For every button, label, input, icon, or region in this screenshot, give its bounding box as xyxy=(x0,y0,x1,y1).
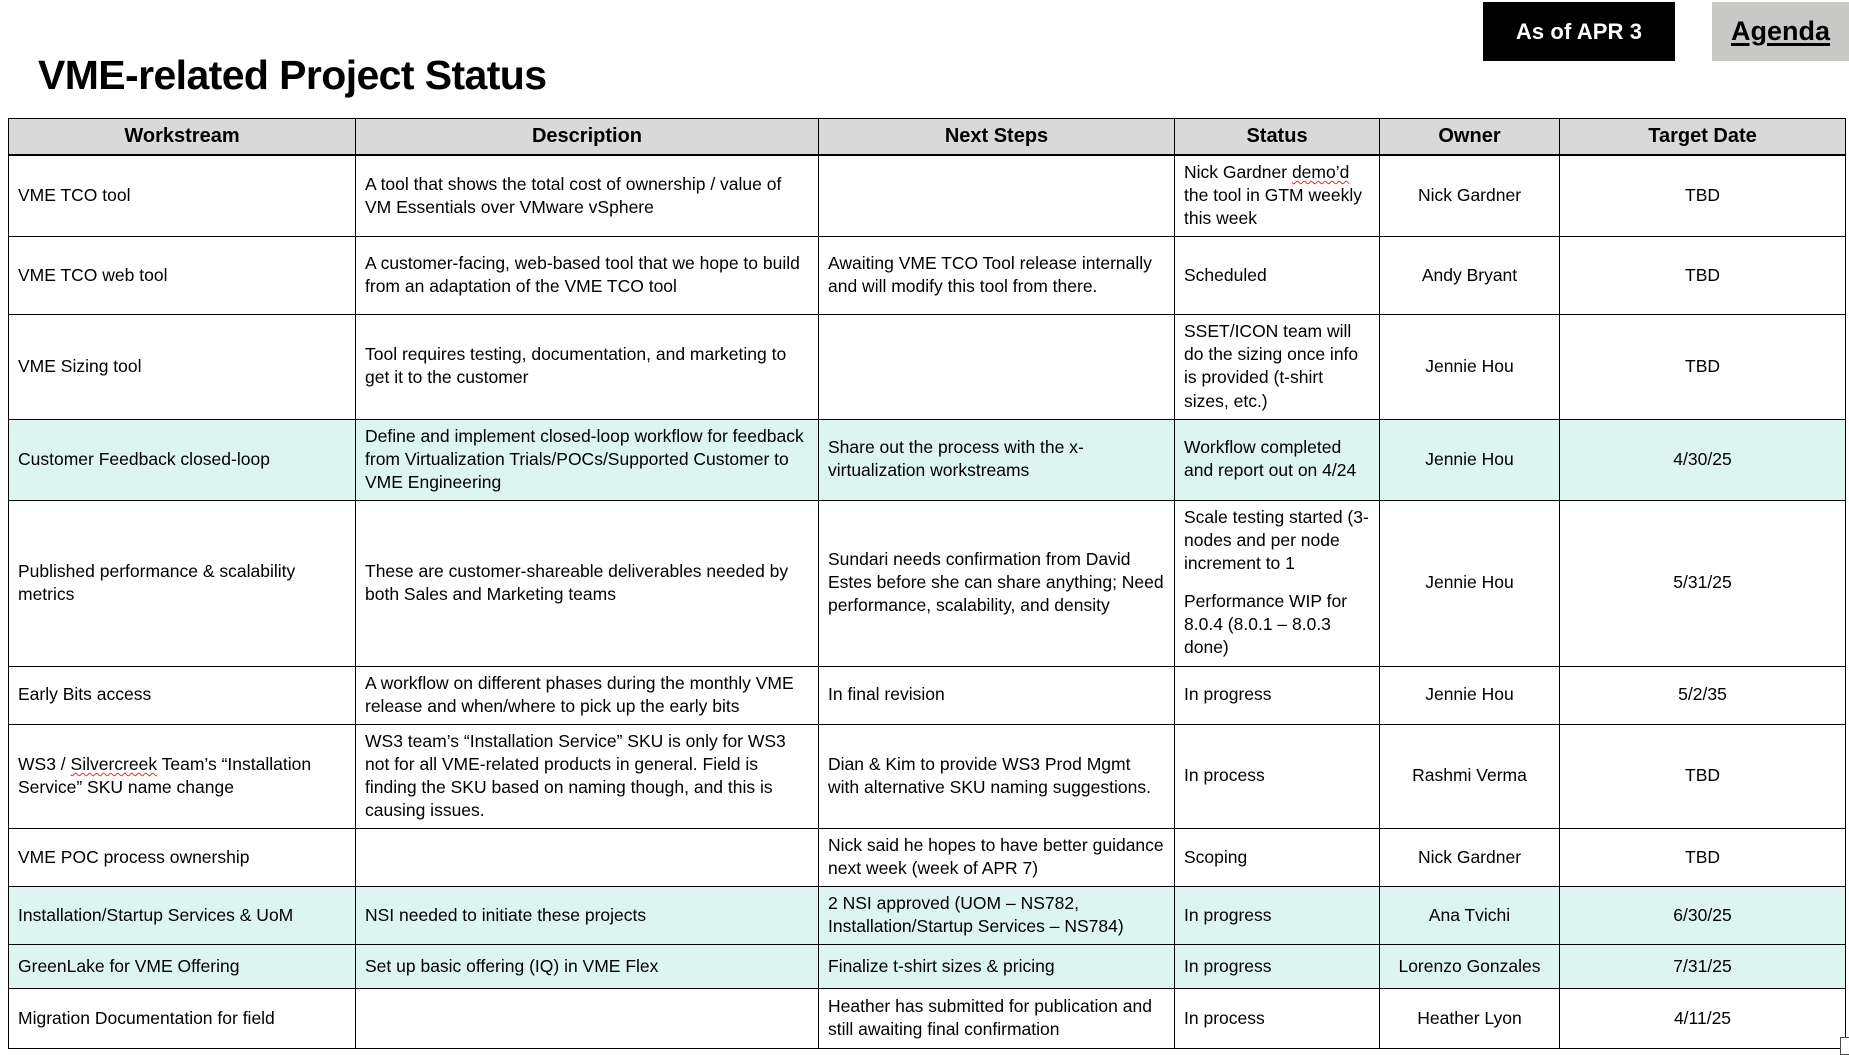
cell-target-date[interactable]: TBD xyxy=(1559,314,1846,420)
cell-status[interactable]: Workflow completed and report out on 4/2… xyxy=(1174,418,1380,501)
cell-owner[interactable]: Lorenzo Gonzales xyxy=(1379,944,1560,990)
column-header-description[interactable]: Description xyxy=(355,118,819,156)
cell-description[interactable]: These are customer-shareable deliverable… xyxy=(355,499,819,667)
cell-status[interactable]: In progress xyxy=(1174,886,1380,946)
cell-workstream[interactable]: Early Bits access xyxy=(8,665,356,725)
cell-workstream[interactable]: VME TCO web tool xyxy=(8,236,356,316)
cell-status[interactable]: Scheduled xyxy=(1174,236,1380,316)
cell-description[interactable]: WS3 team’s “Installation Service” SKU is… xyxy=(355,723,819,830)
cell-target-date[interactable]: TBD xyxy=(1559,154,1846,238)
cell-next-steps[interactable]: Heather has submitted for publication an… xyxy=(818,988,1175,1050)
cell-status[interactable]: SSET/ICON team will do the sizing once i… xyxy=(1174,314,1380,420)
table-row[interactable]: Customer Feedback closed-loop Define and … xyxy=(8,418,1846,501)
cell-target-date[interactable]: 5/2/35 xyxy=(1559,665,1846,725)
cell-workstream[interactable]: WS3 / Silvercreek Team’s “Installation S… xyxy=(8,723,356,830)
cell-next-steps[interactable] xyxy=(818,154,1175,238)
cell-description[interactable]: A workflow on different phases during th… xyxy=(355,665,819,725)
table-row[interactable]: VME TCO tool A tool that shows the total … xyxy=(8,154,1846,238)
table-resize-handle[interactable] xyxy=(1840,1037,1849,1055)
page-title: VME-related Project Status xyxy=(38,52,547,98)
cell-description[interactable]: Define and implement closed-loop workflo… xyxy=(355,418,819,501)
cell-next-steps[interactable]: Finalize t-shirt sizes & pricing xyxy=(818,944,1175,990)
cell-status[interactable]: Nick Gardner demo’d the tool in GTM week… xyxy=(1174,154,1380,238)
table-row[interactable]: VME Sizing tool Tool requires testing, do… xyxy=(8,314,1846,420)
column-header-status[interactable]: Status xyxy=(1174,118,1380,156)
cell-workstream[interactable]: VME POC process ownership xyxy=(8,828,356,888)
top-badge-bar: As of APR 3 Agenda xyxy=(0,0,1849,66)
table-row[interactable]: Published performance & scalability metr… xyxy=(8,499,1846,667)
cell-description[interactable]: Set up basic offering (IQ) in VME Flex xyxy=(355,944,819,990)
cell-description[interactable] xyxy=(355,988,819,1050)
cell-owner[interactable]: Heather Lyon xyxy=(1379,988,1560,1050)
cell-target-date[interactable]: TBD xyxy=(1559,236,1846,316)
project-status-table: Workstream Description Next Steps Status… xyxy=(8,118,1846,1050)
cell-next-steps[interactable] xyxy=(818,314,1175,420)
cell-next-steps[interactable]: Sundari needs confirmation from David Es… xyxy=(818,499,1175,667)
cell-status[interactable]: In process xyxy=(1174,988,1380,1050)
cell-target-date[interactable]: 4/11/25 xyxy=(1559,988,1846,1050)
cell-description[interactable]: NSI needed to initiate these projects xyxy=(355,886,819,946)
project-status-table-container: Workstream Description Next Steps Status… xyxy=(8,118,1849,1055)
table-row[interactable]: Early Bits access A workflow on different… xyxy=(8,665,1846,725)
table-row[interactable]: WS3 / Silvercreek Team’s “Installation S… xyxy=(8,723,1846,830)
table-row[interactable]: Migration Documentation for field Heather… xyxy=(8,988,1846,1050)
cell-next-steps[interactable]: Nick said he hopes to have better guidan… xyxy=(818,828,1175,888)
cell-status[interactable]: Scoping xyxy=(1174,828,1380,888)
cell-owner[interactable]: Andy Bryant xyxy=(1379,236,1560,316)
cell-owner[interactable]: Nick Gardner xyxy=(1379,154,1560,238)
agenda-link-button[interactable]: Agenda xyxy=(1712,2,1849,61)
cell-target-date[interactable]: 7/31/25 xyxy=(1559,944,1846,990)
cell-owner[interactable]: Rashmi Verma xyxy=(1379,723,1560,830)
cell-owner[interactable]: Ana Tvichi xyxy=(1379,886,1560,946)
column-header-target-date[interactable]: Target Date xyxy=(1559,118,1846,156)
cell-next-steps[interactable]: 2 NSI approved (UOM – NS782, Installatio… xyxy=(818,886,1175,946)
cell-owner[interactable]: Jennie Hou xyxy=(1379,665,1560,725)
column-header-next-steps[interactable]: Next Steps xyxy=(818,118,1175,156)
cell-status[interactable]: Scale testing started (3-nodes and per n… xyxy=(1174,499,1380,667)
cell-workstream[interactable]: Installation/Startup Services & UoM xyxy=(8,886,356,946)
table-header: Workstream Description Next Steps Status… xyxy=(8,118,1846,156)
cell-workstream[interactable]: VME Sizing tool xyxy=(8,314,356,420)
cell-description[interactable]: Tool requires testing, documentation, an… xyxy=(355,314,819,420)
cell-workstream[interactable]: VME TCO tool xyxy=(8,154,356,238)
table-header-row: Workstream Description Next Steps Status… xyxy=(8,118,1846,156)
cell-target-date[interactable]: 5/31/25 xyxy=(1559,499,1846,667)
cell-workstream[interactable]: Customer Feedback closed-loop xyxy=(8,418,356,501)
cell-target-date[interactable]: TBD xyxy=(1559,723,1846,830)
column-header-owner[interactable]: Owner xyxy=(1379,118,1560,156)
cell-workstream[interactable]: GreenLake for VME Offering xyxy=(8,944,356,990)
table-row[interactable]: VME TCO web tool A customer-facing, web-b… xyxy=(8,236,1846,316)
table-row[interactable]: Installation/Startup Services & UoM NSI n… xyxy=(8,886,1846,946)
table-row[interactable]: VME POC process ownership Nick said he ho… xyxy=(8,828,1846,888)
cell-owner[interactable]: Nick Gardner xyxy=(1379,828,1560,888)
cell-workstream[interactable]: Published performance & scalability metr… xyxy=(8,499,356,667)
cell-owner[interactable]: Jennie Hou xyxy=(1379,499,1560,667)
cell-owner[interactable]: Jennie Hou xyxy=(1379,314,1560,420)
cell-target-date[interactable]: 4/30/25 xyxy=(1559,418,1846,501)
cell-description[interactable]: A tool that shows the total cost of owne… xyxy=(355,154,819,238)
column-header-workstream[interactable]: Workstream xyxy=(8,118,356,156)
cell-owner[interactable]: Jennie Hou xyxy=(1379,418,1560,501)
cell-status[interactable]: In process xyxy=(1174,723,1380,830)
cell-description[interactable] xyxy=(355,828,819,888)
cell-status[interactable]: In progress xyxy=(1174,665,1380,725)
table-row[interactable]: GreenLake for VME Offering Set up basic o… xyxy=(8,944,1846,990)
cell-next-steps[interactable]: Dian & Kim to provide WS3 Prod Mgmt with… xyxy=(818,723,1175,830)
cell-workstream[interactable]: Migration Documentation for field xyxy=(8,988,356,1050)
cell-target-date[interactable]: TBD xyxy=(1559,828,1846,888)
cell-description[interactable]: A customer-facing, web-based tool that w… xyxy=(355,236,819,316)
cell-target-date[interactable]: 6/30/25 xyxy=(1559,886,1846,946)
cell-next-steps[interactable]: In final revision xyxy=(818,665,1175,725)
cell-next-steps[interactable]: Share out the process with the x-virtual… xyxy=(818,418,1175,501)
table-body: VME TCO tool A tool that shows the total … xyxy=(8,154,1846,1050)
as-of-date-badge: As of APR 3 xyxy=(1483,2,1675,61)
cell-next-steps[interactable]: Awaiting VME TCO Tool release internally… xyxy=(818,236,1175,316)
cell-status[interactable]: In progress xyxy=(1174,944,1380,990)
